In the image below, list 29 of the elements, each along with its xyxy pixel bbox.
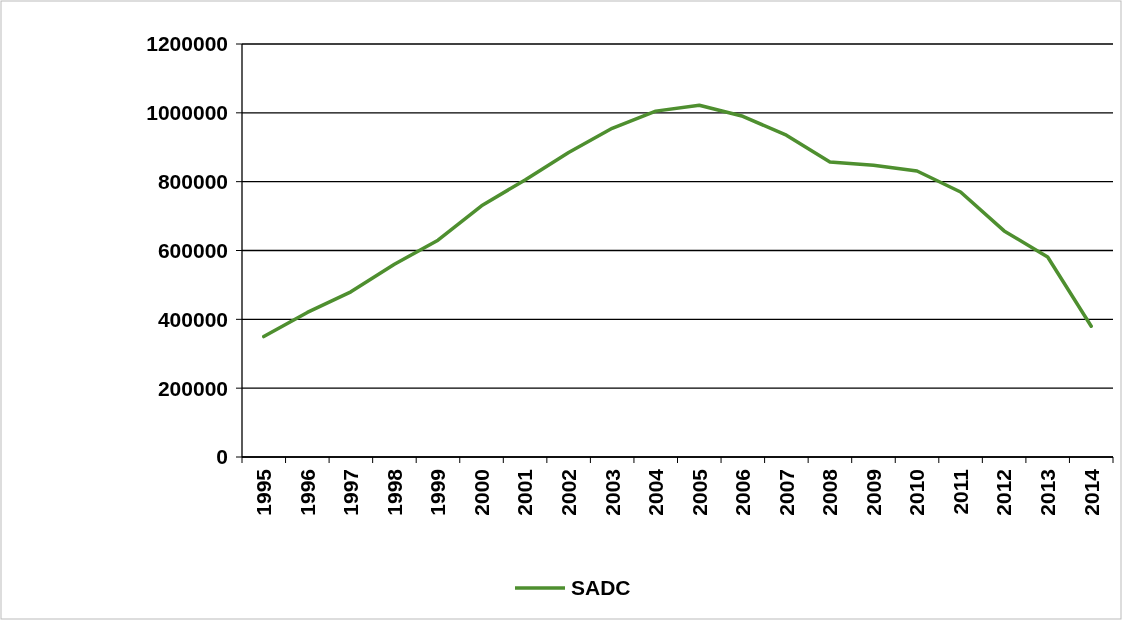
y-tick-label: 600000 xyxy=(157,238,228,262)
y-tick-label: 0 xyxy=(216,445,228,469)
y-tick-label: 400000 xyxy=(157,307,228,331)
x-tick-label: 2009 xyxy=(861,469,885,516)
y-tick-label: 800000 xyxy=(157,170,228,194)
x-tick-label: 2005 xyxy=(687,468,711,516)
x-tick-label: 2010 xyxy=(905,469,929,516)
x-tick-label: 2001 xyxy=(513,468,537,516)
y-tick-label: 200000 xyxy=(157,376,228,400)
x-tick-label: 1998 xyxy=(382,468,406,516)
line-series xyxy=(262,103,1093,339)
x-tick-label: 2012 xyxy=(992,469,1016,516)
x-tick-label: 2011 xyxy=(948,468,972,515)
x-tick-label: 2013 xyxy=(1036,469,1060,516)
x-tick-label: 2002 xyxy=(556,469,580,516)
legend-label: SADC xyxy=(571,576,631,600)
x-tick-label: 2000 xyxy=(469,469,493,516)
x-tick-label: 1995 xyxy=(252,468,276,516)
x-tick-label: 2004 xyxy=(644,468,668,516)
x-tick-label: 1996 xyxy=(295,469,319,516)
x-tick-label: 2006 xyxy=(731,469,755,516)
x-tick-label: 2003 xyxy=(600,469,624,516)
x-tick-label: 1997 xyxy=(339,469,363,516)
x-tick-label: 2014 xyxy=(1079,468,1103,516)
x-tick-label: 2008 xyxy=(818,468,842,516)
y-tick-label: 1200000 xyxy=(146,32,228,56)
x-tick-label: 2007 xyxy=(774,469,798,516)
y-tick-label: 1000000 xyxy=(146,101,228,125)
x-tick-label: 1999 xyxy=(426,469,450,516)
